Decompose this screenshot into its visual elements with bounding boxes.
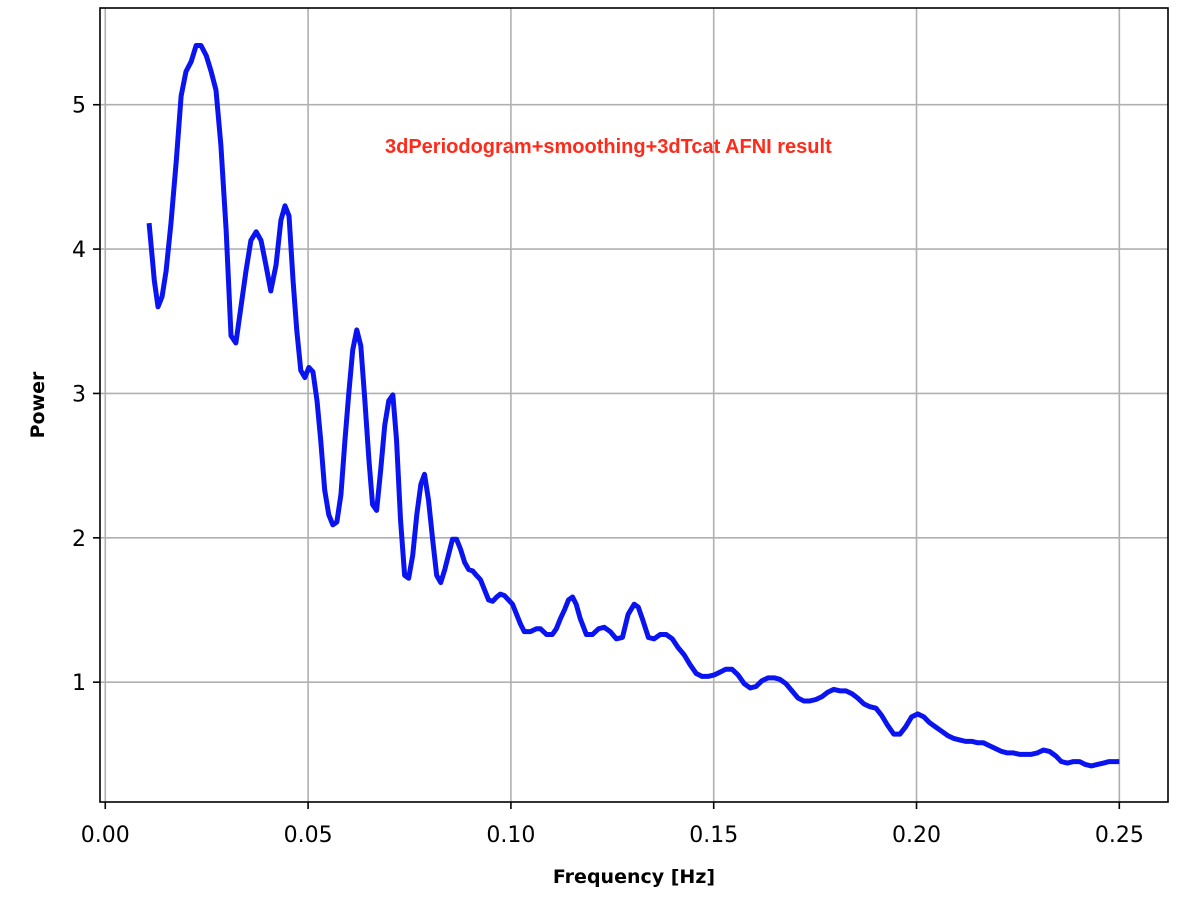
x-tick-label: 0.05 xyxy=(284,823,333,848)
x-tick-label: 0.00 xyxy=(81,823,130,848)
y-tick-label: 5 xyxy=(72,94,86,119)
annotation: 3dPeriodogram+smoothing+3dTcat AFNI resu… xyxy=(385,136,832,158)
x-tick-label: 0.15 xyxy=(689,823,738,848)
y-tick-label: 1 xyxy=(72,671,86,696)
x-tick-label: 0.20 xyxy=(892,823,941,848)
series-line xyxy=(146,43,1120,769)
axes-frame xyxy=(99,7,1169,803)
grid xyxy=(100,8,1168,802)
y-axis-label: Power xyxy=(27,371,49,438)
plot xyxy=(146,43,1120,769)
y-tick-label: 4 xyxy=(72,238,86,263)
x-axis-label: Frequency [Hz] xyxy=(553,866,715,888)
y-tick-label: 2 xyxy=(72,527,86,552)
y-tick-label: 3 xyxy=(72,382,86,407)
x-tick-label: 0.25 xyxy=(1095,823,1144,848)
x-tick-label: 0.10 xyxy=(486,823,535,848)
